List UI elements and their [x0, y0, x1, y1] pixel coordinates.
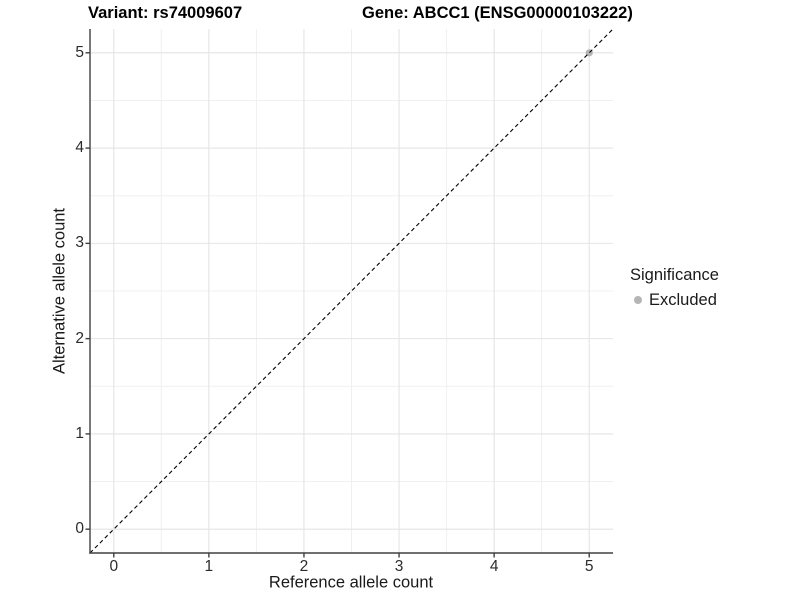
legend-items: Excluded — [630, 290, 719, 310]
y-tick-label: 5 — [75, 43, 84, 61]
y-tick-label: 3 — [75, 234, 84, 252]
legend-key-dot-icon — [634, 296, 642, 304]
x-tick-label: 4 — [489, 558, 499, 575]
legend: Significance Excluded — [630, 266, 719, 310]
x-tick-label: 2 — [299, 558, 309, 575]
y-tick-label: 0 — [75, 520, 84, 538]
variant-title: Variant: rs74009607 — [88, 4, 243, 22]
gene-title: Gene: ABCC1 (ENSG00000103222) — [362, 4, 633, 22]
legend-title: Significance — [630, 266, 719, 284]
legend-item: Excluded — [630, 290, 719, 310]
x-tick-label: 1 — [204, 558, 214, 575]
x-tick-label: 5 — [584, 558, 594, 575]
x-tick-label: 3 — [394, 558, 404, 575]
x-axis-title: Reference allele count — [268, 573, 434, 592]
y-tick-label: 1 — [75, 424, 84, 442]
x-tick-label: 0 — [109, 558, 119, 575]
y-tick-label: 2 — [75, 329, 84, 347]
y-tick-label: 4 — [75, 139, 84, 157]
legend-item-label: Excluded — [649, 290, 717, 309]
identity-reference-line — [89, 28, 614, 554]
